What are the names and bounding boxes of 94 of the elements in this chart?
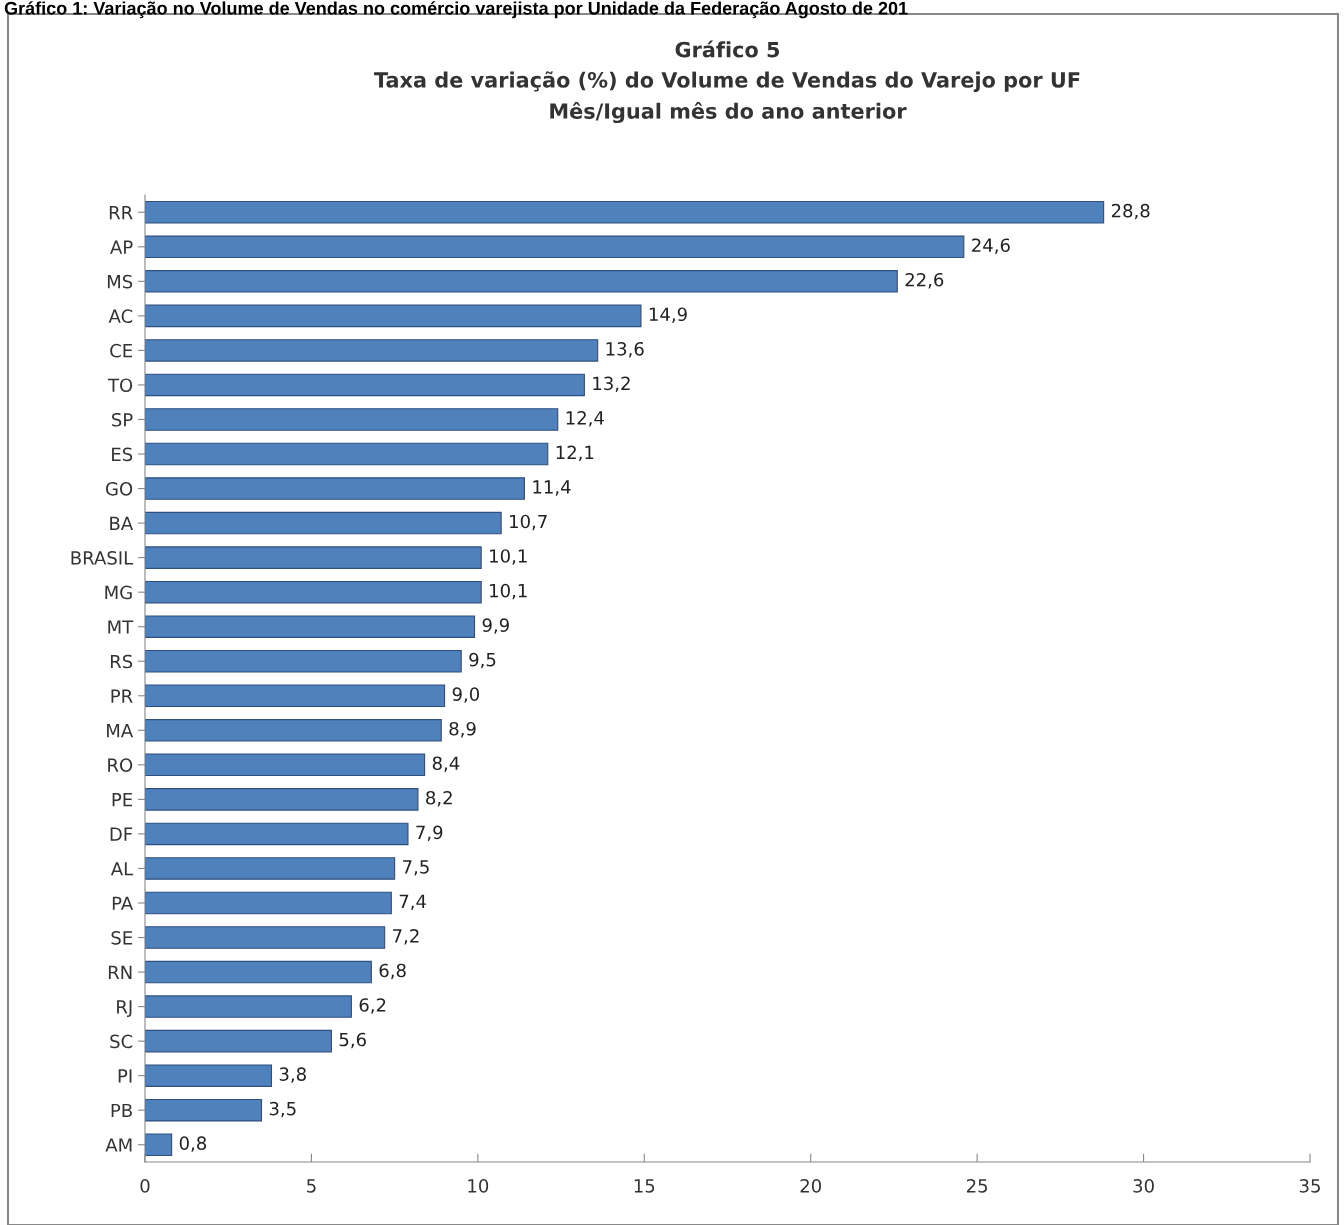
y-tick-label: RS xyxy=(110,654,133,669)
y-tick-label: AC xyxy=(108,309,133,323)
bar xyxy=(145,857,396,880)
bar xyxy=(145,649,462,673)
bar xyxy=(145,822,409,846)
text: Gráfico 1: Variação no Volume de Vendas no comércio varejista por Unidade da Federação Agosto de 201 xyxy=(4,1,908,19)
y-tick-label: AM xyxy=(105,1138,132,1152)
bar xyxy=(145,684,446,708)
data-label: 9,0 xyxy=(452,687,480,703)
y-tick-label: PR xyxy=(111,689,133,703)
y-tick-label: PB xyxy=(111,1103,132,1118)
bar xyxy=(145,477,526,500)
data-label: 13,2 xyxy=(593,376,630,393)
x-tick-label: 25 xyxy=(966,1178,988,1193)
y-tick-label: CE xyxy=(110,343,133,358)
x-tick-label: 35 xyxy=(1299,1178,1320,1193)
y-tick-label: ES xyxy=(112,447,133,462)
bar xyxy=(145,995,352,1018)
x-tick-label: 20 xyxy=(800,1178,821,1193)
bar xyxy=(145,926,386,949)
bar xyxy=(145,511,502,535)
data-label: 12,1 xyxy=(556,445,594,462)
bar xyxy=(145,442,549,466)
data-label: 6,2 xyxy=(359,998,386,1014)
bar xyxy=(145,615,476,638)
bar xyxy=(145,753,426,777)
data-label: 10,7 xyxy=(510,514,547,531)
y-tick-label: AL xyxy=(110,862,134,876)
data-label: 8,2 xyxy=(426,790,452,807)
data-label: 10,1 xyxy=(490,549,527,565)
y-tick-label: MS xyxy=(107,274,133,289)
bar xyxy=(145,235,965,259)
data-label: 3,5 xyxy=(269,1101,296,1118)
y-tick-label: TO xyxy=(107,378,133,393)
bar xyxy=(145,201,1105,224)
y-tick-label: PA xyxy=(112,896,134,910)
data-label: 28,8 xyxy=(1111,203,1150,220)
bar xyxy=(145,580,482,604)
data-label: 3,8 xyxy=(279,1067,306,1083)
data-label: 8,4 xyxy=(432,756,460,772)
y-tick-label: BA xyxy=(110,516,134,530)
data-label: 7,5 xyxy=(403,860,429,876)
y-tick-label: AP xyxy=(110,240,133,254)
bar xyxy=(145,1098,263,1122)
bar xyxy=(145,270,898,293)
x-tick-label: 15 xyxy=(634,1179,655,1193)
bar xyxy=(145,788,419,811)
data-label: 7,4 xyxy=(399,894,426,911)
y-tick-label: PE xyxy=(112,793,133,807)
bar xyxy=(145,960,372,984)
y-tick-label: MG xyxy=(105,585,132,600)
y-tick-label: PI xyxy=(118,1069,132,1083)
data-label: 12,4 xyxy=(566,411,604,427)
y-tick-label: SP xyxy=(112,412,133,427)
y-tick-label: RR xyxy=(109,205,133,220)
data-label: 7,2 xyxy=(393,929,419,945)
x-tick-label: 5 xyxy=(307,1179,316,1193)
data-label: 13,6 xyxy=(606,341,644,358)
data-label: 14,9 xyxy=(649,307,687,323)
y-tick-label: BRASIL xyxy=(71,551,134,565)
bar xyxy=(145,546,482,569)
x-tick-label: 30 xyxy=(1133,1178,1154,1193)
data-label: 9,5 xyxy=(469,652,496,669)
y-tick-label: SE xyxy=(111,930,133,945)
bar xyxy=(145,1133,173,1156)
data-label: 0,8 xyxy=(179,1136,207,1152)
y-tick-label: MT xyxy=(108,620,134,634)
y-tick-label: RN xyxy=(108,965,132,979)
bar xyxy=(145,408,559,431)
y-tick-label: GO xyxy=(106,482,133,496)
data-label: 6,8 xyxy=(379,963,406,980)
y-tick-label: RJ xyxy=(117,1000,132,1018)
x-tick-label: 0 xyxy=(140,1178,150,1193)
data-label: 7,9 xyxy=(416,825,443,841)
data-label: 22,6 xyxy=(905,272,944,289)
data-label: 8,9 xyxy=(449,721,476,738)
data-label: 24,6 xyxy=(972,238,1010,254)
data-label: 9,9 xyxy=(482,618,509,634)
bar xyxy=(145,719,442,742)
y-tick-label: SC xyxy=(110,1034,133,1049)
data-label: 10,1 xyxy=(490,583,527,600)
y-tick-label: MA xyxy=(107,724,134,738)
data-label: 11,4 xyxy=(533,480,571,496)
bar xyxy=(145,1029,332,1053)
data-label: 5,6 xyxy=(339,1032,366,1049)
chart-title: Gráfico 5 Taxa de variação (%) do Volume de Vendas do Varejo por UF Mês/Igual mês do ano anterior xyxy=(374,40,1080,124)
bar xyxy=(145,891,392,915)
bar xyxy=(145,339,599,362)
x-tick-label: 10 xyxy=(468,1178,489,1193)
bar xyxy=(145,373,585,397)
y-tick-label: DF xyxy=(110,827,133,841)
y-tick-label: RO xyxy=(108,758,133,772)
bar xyxy=(145,304,642,328)
bar xyxy=(145,1064,273,1087)
